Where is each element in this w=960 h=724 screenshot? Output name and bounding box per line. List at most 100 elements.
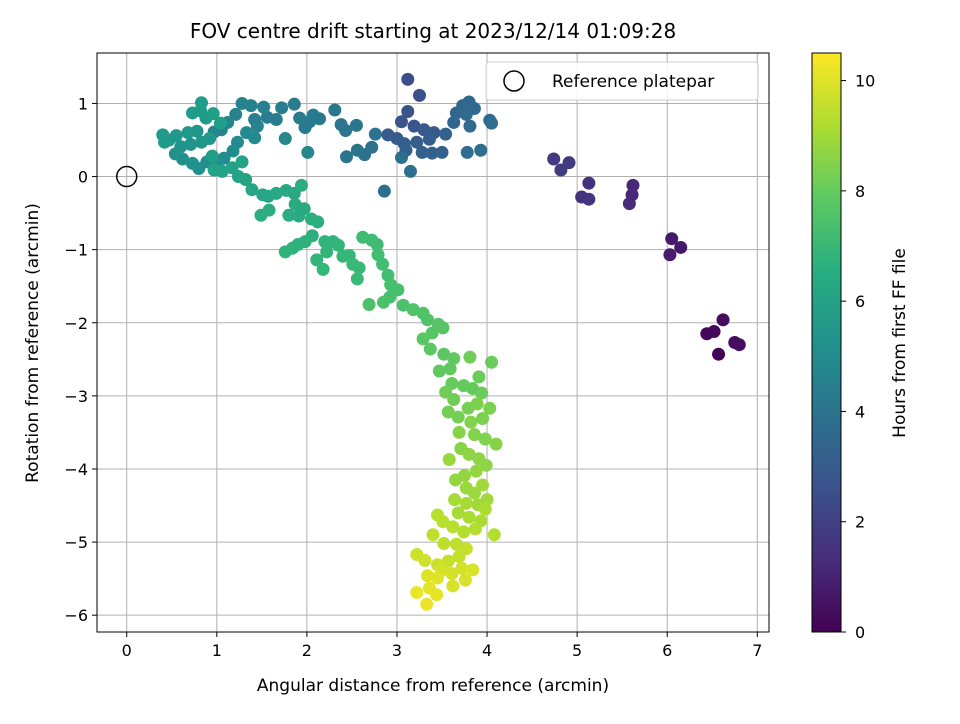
y-axis-ticks: 1 0 −1 −2 −3 −4 −5 −6 [64, 94, 97, 625]
data-point [459, 107, 473, 121]
data-point [716, 313, 730, 327]
data-point [422, 132, 436, 146]
data-point [447, 393, 461, 407]
data-point [368, 127, 382, 141]
data-point [417, 123, 431, 137]
data-point [394, 115, 408, 129]
data-point [292, 209, 306, 223]
colorbar-tick-label: 8 [855, 182, 865, 201]
data-point [452, 425, 466, 439]
data-point [376, 295, 390, 309]
data-point [181, 126, 195, 140]
x-tick-label: 2 [302, 641, 312, 660]
data-point [457, 525, 471, 539]
data-point [447, 352, 461, 366]
data-point [446, 520, 460, 534]
data-point [294, 178, 308, 192]
data-point [463, 119, 477, 133]
data-point [663, 248, 677, 262]
data-point [472, 370, 486, 384]
y-tick-label: −5 [64, 533, 88, 552]
data-point [278, 245, 292, 259]
data-point [476, 412, 490, 426]
data-point [462, 447, 476, 461]
data-point [407, 119, 421, 133]
data-point [331, 238, 345, 252]
data-point [439, 127, 453, 141]
data-point [423, 342, 437, 356]
data-point [431, 571, 445, 585]
data-point [213, 116, 227, 130]
data-point [425, 146, 439, 160]
data-point [479, 458, 493, 472]
colorbar: 0 2 4 6 8 10 Hours from first FF file [811, 52, 910, 642]
data-point [426, 528, 440, 542]
data-point [257, 100, 271, 114]
data-point [340, 150, 354, 164]
data-point [282, 208, 296, 222]
x-tick-label: 0 [122, 641, 132, 660]
data-point [478, 502, 492, 516]
data-point [350, 272, 364, 286]
legend-label: Reference platepar [552, 72, 714, 92]
data-point [334, 118, 348, 132]
data-point [278, 132, 292, 146]
data-point [376, 257, 390, 271]
data-point [184, 137, 198, 151]
data-point [430, 588, 444, 602]
data-point [470, 397, 484, 411]
data-point [458, 573, 472, 587]
data-point [445, 567, 459, 581]
data-point [665, 232, 679, 246]
data-point [396, 298, 410, 312]
grid [97, 53, 769, 632]
data-point [401, 72, 415, 86]
data-point [547, 152, 561, 166]
data-point [185, 156, 199, 170]
data-point [421, 569, 435, 583]
data-point [377, 184, 391, 198]
data-point [254, 208, 268, 222]
data-point [443, 362, 457, 376]
data-point [298, 121, 312, 135]
data-point [316, 262, 330, 276]
data-point [467, 486, 481, 500]
reference-platepar-point [115, 165, 138, 188]
data-point [410, 135, 424, 149]
data-point [206, 107, 220, 121]
colorbar-tick-label: 6 [855, 292, 865, 311]
data-point [320, 245, 334, 259]
data-point [410, 586, 424, 600]
data-point [229, 107, 243, 121]
data-point [487, 528, 501, 542]
y-tick-label: −6 [64, 606, 88, 625]
data-point [203, 132, 217, 146]
data-point [185, 106, 199, 120]
data-point [194, 96, 208, 110]
data-point [449, 473, 463, 487]
plot-frame [96, 52, 770, 633]
data-point [712, 347, 726, 361]
data-point [468, 522, 482, 536]
data-point [311, 215, 325, 229]
data-point [707, 325, 721, 339]
data-point [442, 452, 456, 466]
data-point [415, 145, 429, 159]
y-tick-label: 1 [78, 94, 88, 113]
x-tick-label: 1 [212, 641, 222, 660]
reference-marker [115, 165, 138, 188]
data-point [431, 508, 445, 522]
data-point [352, 261, 366, 275]
data-point [287, 97, 301, 111]
data-point [248, 113, 262, 127]
data-point [476, 478, 490, 492]
y-axis-label: Rotation from reference (arcmin) [23, 203, 43, 483]
data-point [451, 410, 465, 424]
legend-open-circle-marker [503, 70, 525, 92]
data-point [622, 197, 636, 211]
data-point [403, 164, 417, 178]
data-point [239, 172, 253, 186]
y-tick-label: −2 [64, 314, 88, 333]
data-points [156, 72, 746, 611]
x-axis-ticks: 0 1 2 3 4 5 6 7 [122, 632, 762, 660]
